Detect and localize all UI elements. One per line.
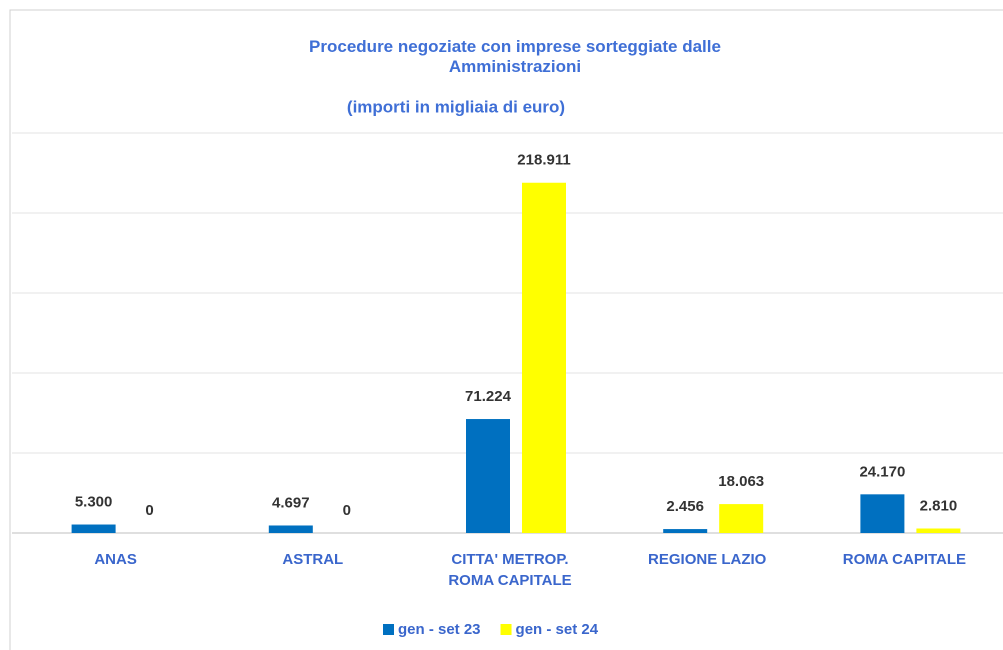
data-label: 2.810 [920,497,958,514]
bar [719,504,764,533]
chart-subtitle: (importi in migliaia di euro) [347,97,565,116]
x-tick-label: ROMA CAPITALE [843,551,966,568]
data-label: 2.456 [666,498,704,515]
legend-label: gen - set 24 [516,621,599,638]
x-tick-label: ANAS [94,551,137,568]
x-tick-label: ASTRAL [282,551,343,568]
bar [466,419,510,533]
chart-frame [9,9,1003,650]
x-tick-label: CITTA' METROP. ROMA CAPITALE [448,551,571,589]
data-label: 18.063 [718,473,764,490]
data-label: 24.170 [859,463,905,480]
legend-swatch [383,624,394,635]
bar [268,525,313,533]
chart-title: Procedure negoziate con imprese sorteggi… [309,37,721,76]
legend-label: gen - set 23 [398,621,481,638]
bar [860,494,905,533]
data-label: 4.697 [272,494,310,511]
bar [663,529,708,533]
legend-swatch [500,624,512,635]
data-label: 218.911 [517,152,570,169]
x-tick-label: REGIONE LAZIO [648,551,767,568]
bar [916,528,961,533]
data-label: 5.300 [75,493,113,510]
bar [71,524,116,533]
bar [522,182,566,533]
data-label: 0 [145,502,153,519]
data-label: 0 [343,502,351,519]
data-label: 71.224 [465,388,512,405]
